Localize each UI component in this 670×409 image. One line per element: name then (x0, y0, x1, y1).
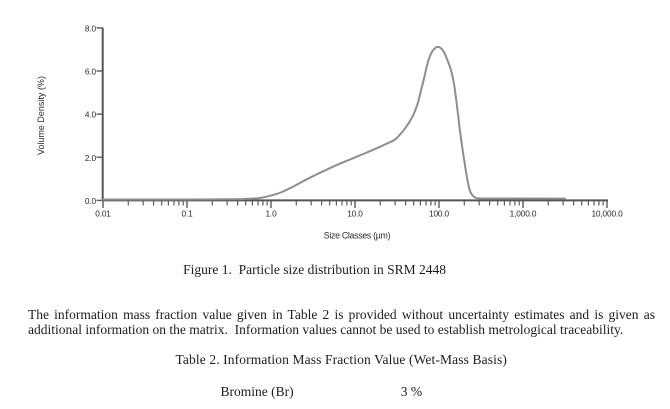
svg-text:Volume Density (%): Volume Density (%) (36, 76, 46, 155)
svg-text:1,000.0: 1,000.0 (510, 209, 537, 219)
svg-text:0.0: 0.0 (85, 196, 97, 206)
svg-text:10,000.0: 10,000.0 (591, 209, 623, 219)
svg-text:10.0: 10.0 (347, 209, 363, 219)
svg-text:8.0: 8.0 (85, 24, 97, 34)
svg-text:0.1: 0.1 (181, 209, 193, 219)
svg-text:1.0: 1.0 (265, 209, 277, 219)
svg-text:0.01: 0.01 (95, 209, 111, 219)
svg-text:Size Classes (µm): Size Classes (µm) (324, 230, 391, 240)
svg-text:2.0: 2.0 (85, 153, 97, 163)
svg-text:4.0: 4.0 (85, 110, 97, 120)
svg-text:100.0: 100.0 (429, 209, 450, 219)
svg-text:6.0: 6.0 (85, 67, 97, 77)
